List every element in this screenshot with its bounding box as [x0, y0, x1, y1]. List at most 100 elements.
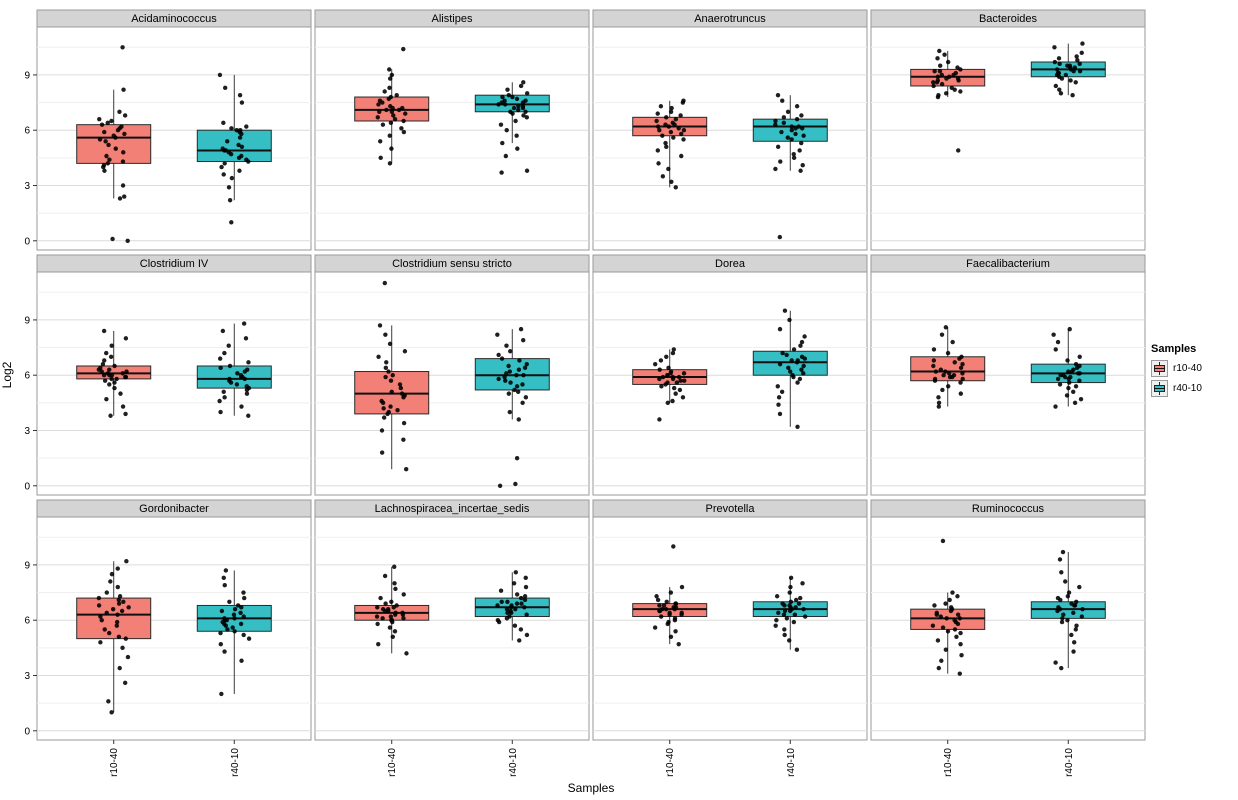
jitter-point — [230, 625, 235, 630]
facet-title: Prevotella — [706, 503, 756, 515]
jitter-point — [524, 612, 529, 617]
facet-title: Bacteroides — [979, 13, 1038, 25]
jitter-point — [789, 358, 794, 363]
jitter-point — [504, 343, 509, 348]
jitter-point — [792, 612, 798, 617]
jitter-point — [791, 374, 796, 380]
facet-panel — [314, 26, 590, 251]
jitter-point — [376, 641, 381, 647]
x-tick-label: r10-40 — [109, 748, 120, 777]
jitter-point — [791, 619, 797, 625]
jitter-point — [670, 398, 675, 404]
jitter-point — [105, 120, 110, 126]
jitter-point — [496, 102, 501, 107]
jitter-point — [946, 384, 951, 389]
jitter-point — [499, 100, 504, 105]
jitter-point — [655, 124, 661, 129]
jitter-point — [958, 380, 963, 385]
jitter-point — [104, 153, 109, 159]
jitter-point — [115, 612, 120, 617]
jitter-point — [389, 146, 394, 151]
jitter-point — [943, 647, 949, 652]
jitter-point — [221, 575, 226, 581]
facet-title: Gordonibacter — [139, 503, 209, 515]
jitter-point — [97, 137, 103, 142]
jitter-point — [122, 131, 127, 137]
jitter-point — [950, 590, 955, 595]
jitter-point — [1067, 326, 1072, 332]
jitter-point — [681, 137, 686, 142]
jitter-point — [1060, 549, 1066, 555]
jitter-point — [1064, 393, 1070, 398]
jitter-point — [781, 115, 787, 120]
jitter-point — [668, 129, 674, 135]
jitter-point — [796, 601, 802, 606]
jitter-point — [1077, 354, 1082, 359]
jitter-point — [120, 183, 126, 188]
jitter-point — [109, 710, 114, 715]
jitter-point — [109, 571, 115, 577]
legend-entry-r40-10: r40-10 — [1151, 380, 1237, 397]
boxplot-key-icon — [1151, 360, 1168, 377]
jitter-point — [375, 115, 380, 120]
jitter-point — [958, 365, 964, 371]
jitter-point — [672, 122, 677, 127]
jitter-point — [1062, 374, 1068, 380]
jitter-point — [242, 376, 247, 382]
jitter-point — [524, 632, 530, 638]
jitter-point — [120, 371, 125, 376]
jitter-point — [401, 395, 406, 400]
jitter-point — [384, 360, 389, 365]
jitter-point — [793, 131, 798, 137]
facet-panel — [592, 516, 868, 741]
jitter-point — [666, 124, 672, 129]
jitter-point — [396, 107, 402, 113]
jitter-point — [375, 605, 380, 610]
jitter-point — [383, 365, 389, 371]
jitter-point — [504, 371, 509, 376]
jitter-point — [674, 380, 680, 385]
jitter-point — [387, 67, 392, 72]
jitter-point — [786, 365, 791, 371]
jitter-point — [496, 352, 501, 358]
jitter-point — [388, 404, 393, 409]
jitter-point — [387, 76, 393, 81]
jitter-point — [944, 76, 949, 81]
jitter-point — [499, 170, 504, 175]
jitter-point — [956, 148, 961, 153]
jitter-point — [387, 161, 393, 166]
jitter-point — [229, 175, 235, 181]
jitter-point — [673, 601, 678, 606]
facet-panel — [870, 271, 1146, 496]
jitter-point — [117, 109, 122, 114]
jitter-point — [799, 339, 805, 345]
jitter-point — [239, 404, 244, 409]
jitter-point — [678, 378, 683, 383]
jitter-point — [387, 625, 393, 630]
jitter-point — [937, 63, 943, 68]
jitter-point — [120, 645, 125, 651]
jitter-point — [516, 107, 521, 113]
jitter-point — [789, 128, 794, 133]
jitter-point — [508, 349, 513, 354]
jitter-point — [654, 118, 659, 124]
jitter-point — [225, 139, 230, 144]
jitter-point — [1079, 50, 1084, 56]
jitter-point — [123, 411, 128, 417]
jitter-point — [679, 612, 684, 617]
jitter-point — [497, 483, 503, 488]
jitter-point — [787, 317, 792, 323]
jitter-point — [791, 151, 796, 157]
boxplot-key-median — [1154, 388, 1165, 389]
jitter-point — [938, 367, 944, 372]
jitter-point — [507, 409, 513, 415]
box-r10-40 — [76, 597, 152, 640]
jitter-point — [665, 400, 671, 406]
jitter-point — [795, 424, 800, 430]
y-tick-label: 6 — [24, 616, 30, 627]
jitter-point — [123, 336, 129, 341]
jitter-point — [504, 606, 510, 612]
legend-title: Samples — [1151, 343, 1197, 355]
jitter-point — [676, 126, 681, 131]
jitter-point — [108, 579, 113, 584]
